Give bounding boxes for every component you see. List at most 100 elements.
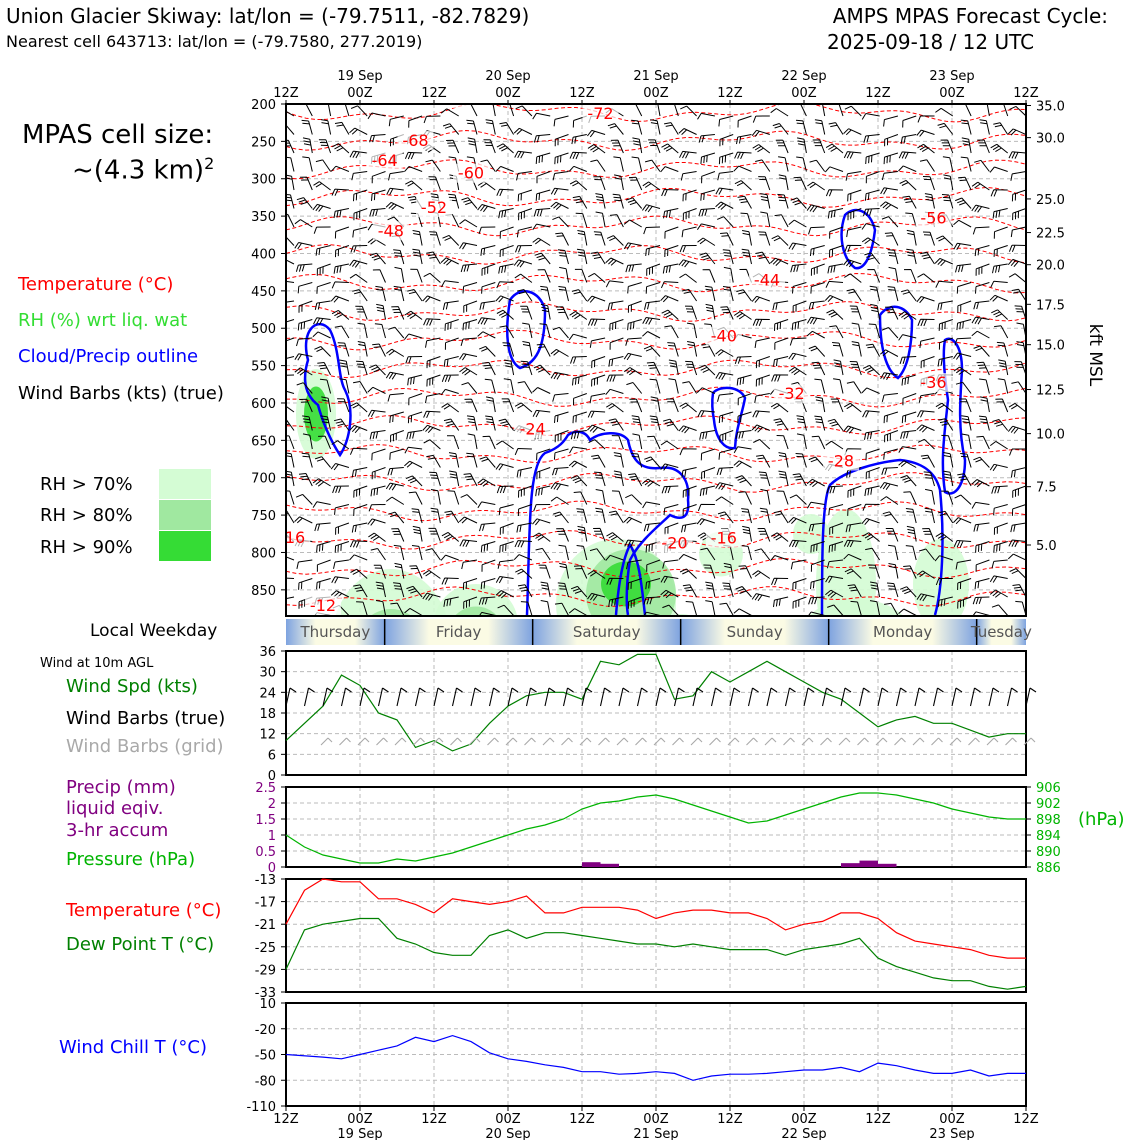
wind-barb — [990, 440, 1008, 450]
wind-barb — [312, 501, 331, 508]
wind-barb-grid — [949, 737, 962, 746]
wind-barb — [391, 528, 405, 542]
wind-barb — [587, 410, 606, 418]
wind-barb — [609, 337, 624, 350]
wind-barb — [568, 333, 587, 341]
wind-barb — [518, 485, 533, 498]
wind-barb-true — [766, 687, 778, 707]
wind-barb — [796, 156, 807, 172]
wind-barb — [788, 242, 807, 250]
wind-barb — [481, 282, 496, 294]
wind-barb — [644, 300, 661, 310]
wind-barb — [643, 522, 661, 532]
wind-barb — [741, 545, 752, 561]
wind-barb — [1015, 600, 1026, 616]
wind-barb — [294, 516, 313, 524]
wind-barb — [993, 504, 1008, 516]
wind-barb — [864, 485, 880, 497]
weekday-band — [976, 619, 1026, 645]
wind-barb — [865, 171, 880, 184]
wind-barb — [404, 333, 423, 340]
wind-barb — [612, 193, 624, 209]
wind-barb — [827, 263, 844, 274]
pressure-tick-label: 894 — [1036, 829, 1061, 844]
wind-barb — [722, 582, 734, 598]
wind-barb — [463, 473, 478, 487]
wind-barb-true — [618, 687, 630, 707]
wind-barb — [737, 393, 752, 406]
top-time-tick: 12Z — [1013, 86, 1039, 101]
wind-barb — [570, 430, 587, 440]
wind-barb — [286, 337, 295, 342]
rh-shade — [304, 386, 328, 442]
wind-barb — [349, 273, 368, 283]
wind-barb — [992, 419, 1009, 431]
wind-barb — [722, 249, 734, 265]
wind-barb — [426, 454, 441, 468]
wind-barb — [316, 559, 331, 572]
pressure-tick-label: 650 — [251, 434, 276, 449]
wind-barb — [918, 393, 935, 403]
wind-barb — [499, 245, 514, 258]
wind-barb-true — [729, 687, 741, 707]
wind-barb — [664, 122, 679, 135]
wind-barb — [778, 452, 789, 468]
wind-barb — [443, 356, 459, 367]
wind-barb — [660, 589, 679, 599]
rh-shade — [808, 599, 904, 616]
wind-barb — [824, 166, 844, 173]
wind-barb — [685, 360, 698, 376]
wind-barb — [733, 165, 752, 172]
wind-barb — [482, 435, 496, 450]
wind-barb — [385, 482, 404, 491]
pressure-tick-label: 350 — [251, 210, 276, 225]
wind-barb — [367, 518, 386, 526]
wind-barb — [553, 115, 569, 127]
wind-barb — [696, 223, 716, 230]
wind-barb — [479, 522, 496, 532]
wind-barb — [461, 382, 478, 394]
wind-barb — [605, 554, 624, 561]
wind-barb — [516, 467, 533, 478]
wind-barb — [938, 337, 953, 350]
windchill-label: Wind Chill T (°C) — [59, 1037, 207, 1058]
wind-barb — [807, 181, 825, 191]
wind-barb — [861, 223, 880, 230]
wind-barb — [369, 430, 386, 440]
wind-barb — [302, 137, 313, 154]
wind-barb — [458, 516, 478, 524]
wind-barb — [626, 382, 643, 394]
wind-barb — [790, 559, 807, 570]
wind-barb — [375, 581, 386, 598]
wind-barb — [884, 232, 899, 246]
wind-barb-grid — [579, 737, 592, 746]
wind-barb — [976, 435, 990, 450]
wind-barb — [938, 510, 954, 524]
precip-bar — [859, 860, 878, 867]
wind-barb — [776, 490, 789, 505]
wind-barb — [935, 280, 953, 288]
wind-barb — [286, 390, 295, 394]
wind-barb — [649, 378, 661, 394]
wind-barb — [515, 105, 533, 117]
wind-barb — [570, 475, 588, 487]
wind-barb-true — [803, 687, 815, 707]
wind-barb — [294, 242, 313, 250]
wind-barb — [466, 119, 478, 135]
wind-barb — [685, 601, 698, 616]
wind-barb — [554, 134, 569, 147]
wind-barb-true — [969, 687, 981, 707]
label-bg — [366, 151, 403, 171]
temperature-contour — [286, 558, 1026, 579]
wind-barb — [286, 300, 295, 303]
wind-barb — [941, 434, 954, 450]
wind-barb — [682, 381, 698, 394]
wind-barb — [997, 378, 1009, 394]
wind-barb — [865, 448, 880, 461]
wind-barb — [607, 300, 624, 311]
y-tick-label: 2 — [268, 797, 276, 812]
wind-barb — [829, 325, 844, 339]
wind-barb — [574, 268, 588, 283]
wind-barb — [534, 252, 551, 265]
wind-barb — [404, 310, 423, 320]
